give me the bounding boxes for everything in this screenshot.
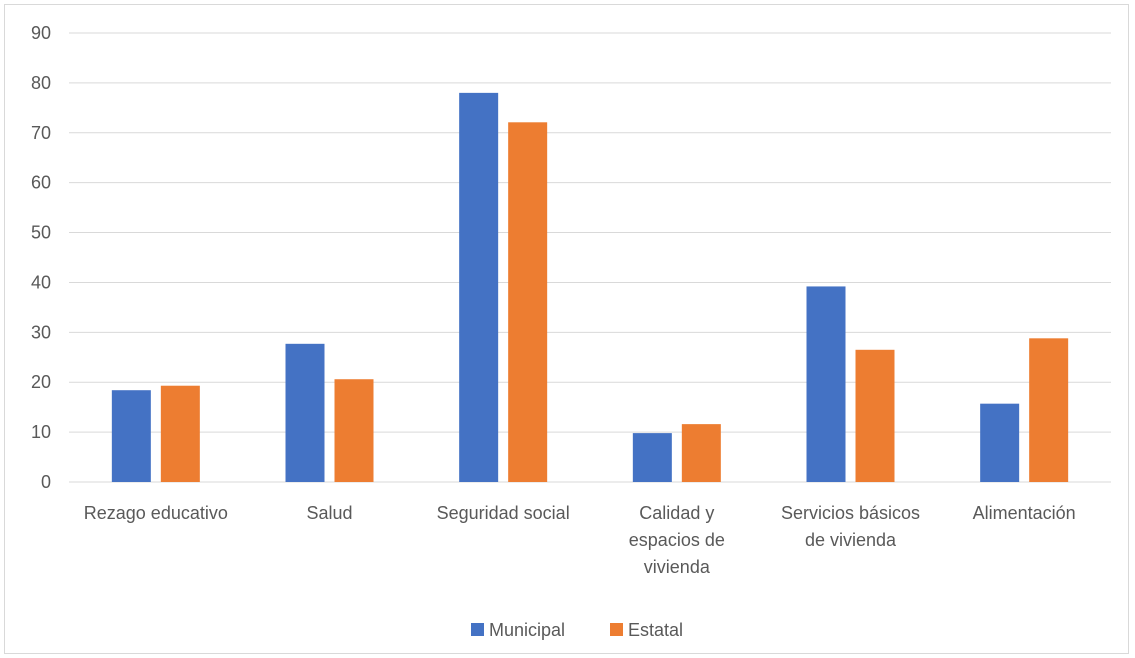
y-tick-label: 90	[31, 23, 51, 43]
y-tick-label: 70	[31, 123, 51, 143]
y-tick-label: 10	[31, 422, 51, 442]
y-tick-label: 50	[31, 223, 51, 243]
bar-estatal-0	[160, 385, 200, 482]
x-category-label: Seguridad social	[437, 503, 570, 523]
legend-label-municipal: Municipal	[489, 620, 565, 640]
chart-frame: 0 10 20 30 40 50 60 70 80 90 Rezago educativo Salu…	[4, 4, 1129, 654]
y-tick-label: 30	[31, 322, 51, 342]
legend-swatch-estatal	[610, 623, 623, 636]
x-category-label: Servicios básicos de vivienda	[781, 503, 920, 550]
bar-estatal-1	[334, 379, 374, 482]
bar-municipal-4	[806, 286, 846, 482]
bar-estatal-5	[1029, 338, 1069, 482]
bar-municipal-2	[459, 92, 499, 482]
bar-estatal-2	[508, 122, 548, 482]
y-tick-label: 0	[41, 472, 51, 492]
y-tick-label: 40	[31, 272, 51, 292]
bar-estatal-3	[681, 424, 721, 482]
x-category-label: Alimentación	[973, 503, 1076, 523]
bar-estatal-4	[855, 349, 895, 482]
legend-label-estatal: Estatal	[628, 620, 683, 640]
legend-swatch-municipal	[471, 623, 484, 636]
x-category-label: Salud	[306, 503, 352, 523]
bar-municipal-3	[632, 433, 672, 482]
x-axis-categories: Rezago educativo Salud Seguridad social Cal…	[84, 503, 1076, 577]
bar-municipal-5	[980, 403, 1020, 482]
y-tick-label: 60	[31, 173, 51, 193]
bar-municipal-0	[111, 390, 151, 482]
bar-municipal-1	[285, 343, 325, 482]
y-axis-ticks: 0 10 20 30 40 50 60 70 80 90	[31, 23, 51, 492]
x-category-label: Rezago educativo	[84, 503, 228, 523]
y-tick-label: 80	[31, 73, 51, 93]
bars	[111, 92, 1069, 482]
y-tick-label: 20	[31, 372, 51, 392]
x-category-label: Calidad y espacios de vivienda	[629, 503, 725, 577]
gridlines	[69, 32, 1111, 483]
bar-chart: 0 10 20 30 40 50 60 70 80 90 Rezago educativo Salu…	[31, 23, 1111, 640]
legend: Municipal Estatal	[471, 620, 683, 640]
